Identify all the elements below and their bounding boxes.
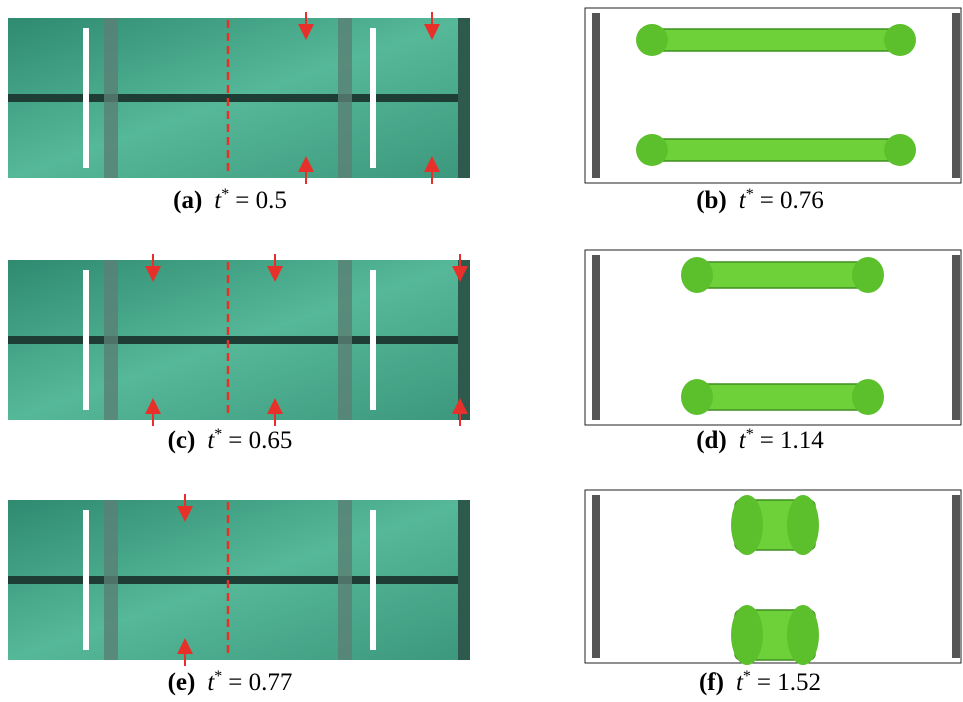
marker-bar (370, 270, 376, 410)
vortex-bulge (636, 134, 668, 166)
vortex-bulge (787, 605, 819, 665)
marker-bar (83, 270, 89, 410)
marker-bar (370, 28, 376, 168)
simulation (585, 8, 961, 183)
tank-rail (8, 336, 470, 344)
wall (952, 13, 960, 178)
time-sup: * (746, 426, 754, 443)
caption: (a)t*= 0.5 (173, 186, 287, 214)
experiment-photo (8, 494, 470, 666)
wall (592, 255, 600, 420)
vortex-core (685, 262, 880, 288)
caption: (c)t*= 0.65 (168, 426, 293, 454)
time-value: = 0.65 (228, 427, 292, 454)
panel-label: (f) (699, 669, 724, 696)
caption: (b)t*= 0.76 (696, 186, 824, 214)
time-value: = 0.76 (760, 187, 824, 214)
time-sup: * (221, 186, 229, 203)
marker-bar (370, 510, 376, 650)
vortex-bulge (681, 379, 713, 415)
frame-post (338, 18, 352, 178)
time-value: = 1.52 (757, 669, 821, 696)
vortex-bulge (636, 24, 668, 56)
frame-edge (458, 500, 470, 660)
simulation (585, 250, 961, 425)
time-value: = 0.5 (235, 187, 287, 214)
vortex-bulge (884, 24, 916, 56)
figure: (a)t*= 0.5(b)t*= 0.76(c)t*= 0.65(d)t*= 1… (0, 0, 963, 702)
frame-edge (458, 260, 470, 420)
frame-edge (458, 18, 470, 178)
vortex-core (640, 139, 912, 161)
vortex-core (640, 29, 912, 51)
vortex-core (685, 384, 880, 410)
time-sup: * (214, 426, 222, 443)
caption: (f)t*= 1.52 (699, 668, 821, 696)
vortex-bulge (681, 257, 713, 293)
caption: (e)t*= 0.77 (168, 668, 293, 696)
wall (592, 13, 600, 178)
panel-label: (d) (696, 427, 727, 454)
tank-rail (8, 94, 470, 102)
wall (592, 495, 600, 658)
simulation (585, 490, 961, 665)
vortex-bulge (852, 257, 884, 293)
panel-label: (e) (168, 669, 196, 696)
time-value: = 1.14 (760, 427, 825, 454)
vortex-bulge (731, 605, 763, 665)
panel-label: (a) (173, 187, 202, 214)
time-value: = 0.77 (228, 669, 292, 696)
wall (952, 255, 960, 420)
time-sup: * (743, 668, 751, 685)
vortex-bulge (731, 495, 763, 555)
marker-bar (83, 28, 89, 168)
panel-label: (c) (168, 427, 196, 454)
caption: (d)t*= 1.14 (696, 426, 824, 454)
vortex-bulge (884, 134, 916, 166)
wall (952, 495, 960, 658)
frame-post (338, 260, 352, 420)
frame-post (104, 260, 118, 420)
time-sup: * (214, 668, 222, 685)
experiment-photo (8, 12, 470, 184)
panel-label: (b) (696, 187, 727, 214)
experiment-photo (8, 254, 470, 426)
frame-post (338, 500, 352, 660)
frame-post (104, 500, 118, 660)
frame-post (104, 18, 118, 178)
vortex-bulge (852, 379, 884, 415)
tank-rail (8, 576, 470, 584)
marker-bar (83, 510, 89, 650)
time-sup: * (746, 186, 754, 203)
vortex-bulge (787, 495, 819, 555)
